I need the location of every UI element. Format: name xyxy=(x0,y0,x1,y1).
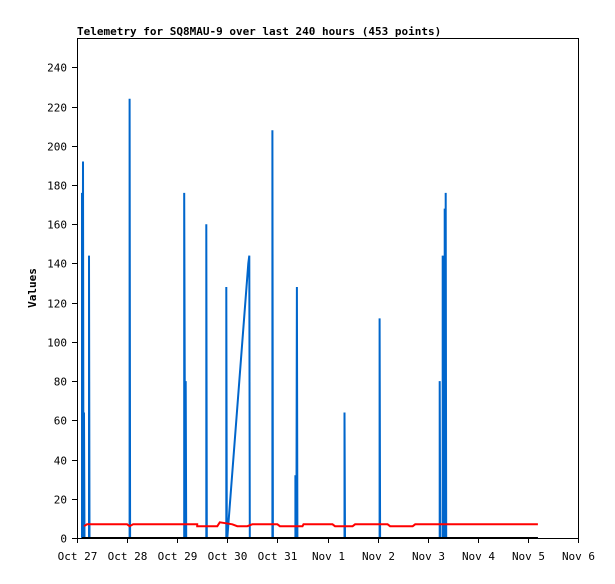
y-tick-label: 60 xyxy=(54,415,67,428)
y-tick-label: 220 xyxy=(47,102,67,115)
y-tick-label: 140 xyxy=(47,258,67,271)
y-tick-label: 80 xyxy=(54,376,67,389)
y-tick-label: 160 xyxy=(47,219,67,232)
y-axis: 0 20 40 60 80 100 120 140 160 180 200 220 240 xyxy=(47,62,77,546)
x-tick-label: Nov 5 xyxy=(512,550,545,563)
y-axis-label: Values xyxy=(26,268,39,308)
x-tick-label: Oct 28 xyxy=(108,550,148,563)
y-tick-label: 240 xyxy=(47,62,67,75)
x-tick-label: Nov 2 xyxy=(362,550,395,563)
series-layer xyxy=(81,98,538,539)
x-tick-label: Nov 1 xyxy=(312,550,345,563)
x-axis: Oct 27 Oct 28 Oct 29 Oct 30 Oct 31 Nov 1 Nov 2… xyxy=(58,538,595,563)
plot-frame xyxy=(77,38,579,539)
y-tick-label: 180 xyxy=(47,180,67,193)
y-tick-label: 0 xyxy=(60,533,67,546)
x-tick-label: Oct 31 xyxy=(258,550,298,563)
series-line-2 xyxy=(83,521,538,528)
y-tick-label: 200 xyxy=(47,141,67,154)
chart-title: Telemetry for SQ8MAU-9 over last 240 hou… xyxy=(77,25,441,38)
x-tick-label: Nov 3 xyxy=(412,550,445,563)
x-tick-label: Oct 27 xyxy=(58,550,98,563)
series-line-1 xyxy=(81,98,538,539)
y-tick-label: 120 xyxy=(47,298,67,311)
y-tick-label: 40 xyxy=(54,455,67,468)
x-tick-label: Oct 30 xyxy=(208,550,248,563)
y-tick-label: 20 xyxy=(54,494,67,507)
y-tick-label: 100 xyxy=(47,337,67,350)
x-tick-label: Nov 4 xyxy=(462,550,495,563)
x-tick-label: Nov 6 xyxy=(562,550,595,563)
x-tick-label: Oct 29 xyxy=(158,550,198,563)
